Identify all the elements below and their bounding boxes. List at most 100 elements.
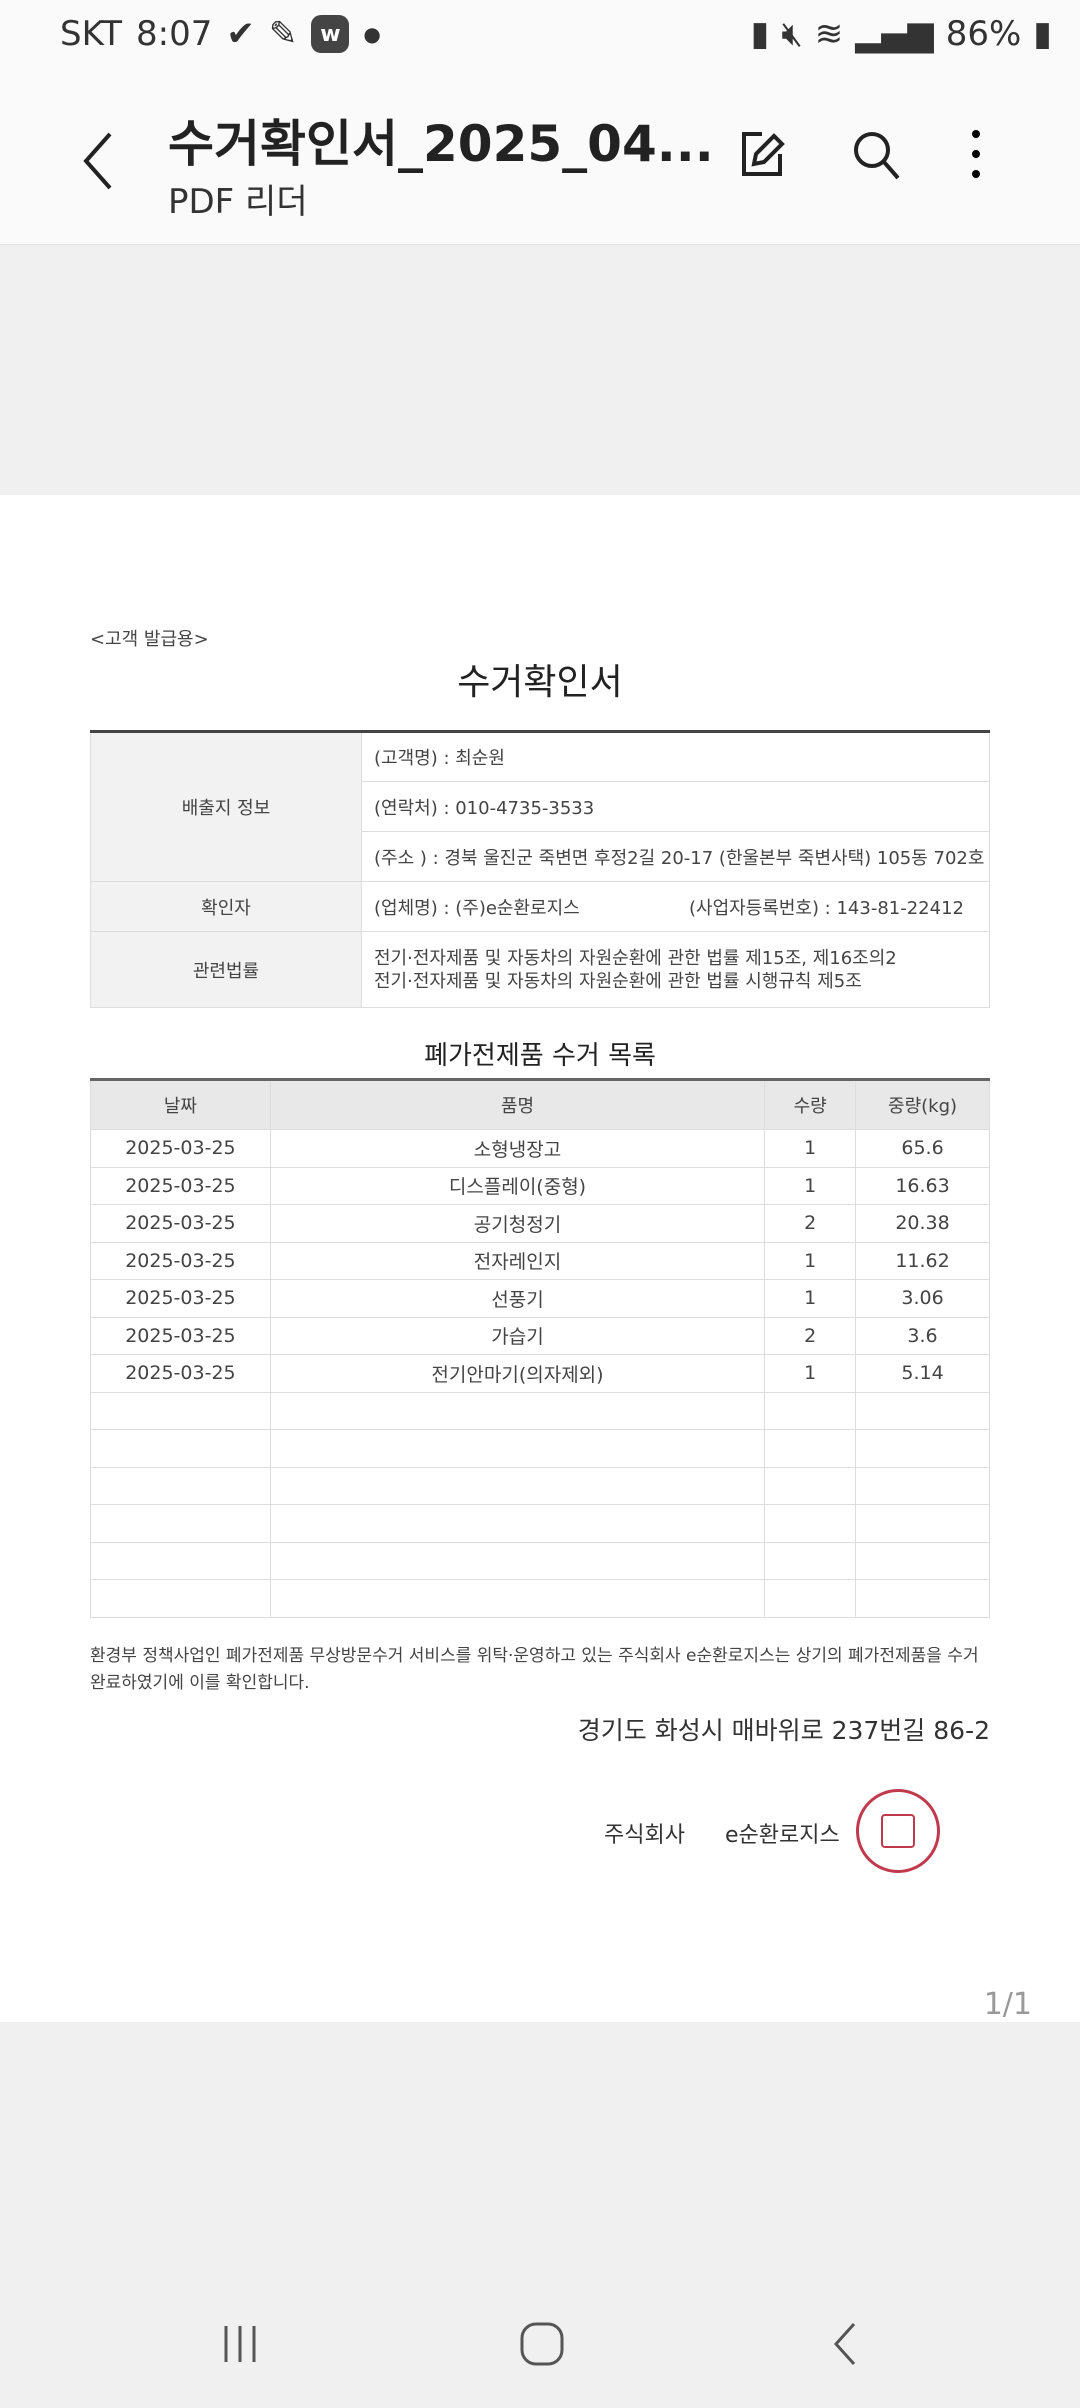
cell-qty: 2: [764, 1316, 857, 1355]
cell-item: 공기청정기: [269, 1204, 766, 1243]
cell-date: [90, 1429, 271, 1468]
law-text: 전기·전자제품 및 자동차의 자원순환에 관한 법률 제15조, 제16조의2 전…: [361, 931, 990, 1008]
signal-icon: ▂▄▆: [855, 14, 934, 54]
back-nav-icon[interactable]: [828, 2320, 862, 2368]
col-weight: 중량(kg): [855, 1079, 990, 1130]
law-line: 전기·전자제품 및 자동차의 자원순환에 관한 법률 제15조, 제16조의2: [374, 947, 897, 969]
cell-qty: 1: [764, 1279, 857, 1318]
cell-date: [90, 1391, 271, 1430]
company: (업체명) : (주)e순환로지스: [374, 897, 580, 919]
cell-item: [269, 1391, 766, 1430]
table-row: 2025-03-25 선풍기 1 3.06: [90, 1279, 990, 1318]
company-seal: [856, 1789, 940, 1873]
info-table: 배출지 정보 (고객명) : 최순원 (연락처) : 010-4735-3533 …: [90, 730, 990, 1008]
table-row: 2025-03-25 소형냉장고 1 65.6: [90, 1129, 990, 1168]
cell-weight: 11.62: [855, 1241, 990, 1280]
cell-item: [269, 1504, 766, 1543]
contact: (연락처) : 010-4735-3533: [361, 781, 990, 832]
mute-icon: 🔇︎: [781, 14, 803, 54]
cell-weight: 3.06: [855, 1279, 990, 1318]
discharge-label: 배출지 정보: [90, 731, 362, 882]
cell-date: 2025-03-25: [90, 1204, 271, 1243]
cell-weight: [855, 1579, 990, 1618]
table-row: 2025-03-25 전자레인지 1 11.62: [90, 1241, 990, 1280]
cell-weight: [855, 1429, 990, 1468]
confirmer-info: (업체명) : (주)e순환로지스 (사업자등록번호) : 143-81-2241…: [361, 881, 990, 932]
cell-weight: [855, 1541, 990, 1580]
cell-date: [90, 1504, 271, 1543]
dot-icon: ●: [363, 22, 381, 46]
copy-tag: <고객 발급용>: [90, 629, 209, 650]
customer-name: (고객명) : 최순원: [361, 731, 990, 782]
w-app-icon: w: [311, 15, 350, 53]
cell-date: [90, 1579, 271, 1618]
table-row: 2025-03-25 가습기 2 3.6: [90, 1316, 990, 1355]
document-title: 수거확인서_2025_04...: [168, 115, 714, 173]
cell-date: 2025-03-25: [90, 1316, 271, 1355]
battery-icon: ▮: [1033, 14, 1052, 54]
cell-weight: 65.6: [855, 1129, 990, 1168]
cell-qty: 1: [764, 1241, 857, 1280]
app-bar: 수거확인서_2025_04... PDF 리더: [0, 76, 1080, 245]
navigation-bar: [0, 2300, 1080, 2408]
cell-weight: 5.14: [855, 1354, 990, 1393]
cell-qty: 2: [764, 1204, 857, 1243]
cell-item: 전자레인지: [269, 1241, 766, 1280]
cell-item: 가습기: [269, 1316, 766, 1355]
cell-item: [269, 1429, 766, 1468]
law-line: 전기·전자제품 및 자동차의 자원순환에 관한 법률 시행규칙 제5조: [374, 970, 862, 992]
list-title: 폐가전제품 수거 목록: [424, 1041, 656, 1071]
clock: 8:07: [136, 14, 213, 54]
address: (주소 ) : 경북 울진군 죽변면 후정2길 20-17 (한울본부 죽변사택…: [361, 831, 990, 882]
cell-date: [90, 1466, 271, 1505]
cell-qty: [764, 1391, 857, 1430]
cell-qty: 1: [764, 1166, 857, 1205]
cell-qty: [764, 1466, 857, 1505]
pdf-page: <고객 발급용> 수거확인서 배출지 정보 (고객명) : 최순원 (연락처) :…: [0, 495, 1080, 2022]
cell-date: 2025-03-25: [90, 1166, 271, 1205]
col-date: 날짜: [90, 1079, 271, 1130]
company-address: 경기도 화성시 매바위로 237번길 86-2: [577, 1716, 990, 1745]
more-options-icon[interactable]: [946, 124, 1006, 184]
cell-item: 디스플레이(중형): [269, 1166, 766, 1205]
recent-apps-icon[interactable]: [218, 2322, 262, 2366]
cell-date: 2025-03-25: [90, 1279, 271, 1318]
cell-weight: [855, 1391, 990, 1430]
cell-weight: [855, 1504, 990, 1543]
company-name: e순환로지스: [724, 1823, 840, 1848]
status-bar: SKT 8:07 ✔ ✎ w ● ▮ 🔇︎ ≋ ▂▄▆ 86% ▮: [0, 0, 1080, 76]
cell-qty: [764, 1541, 857, 1580]
cell-qty: [764, 1579, 857, 1618]
app-name: PDF 리더: [168, 182, 308, 222]
cell-weight: 20.38: [855, 1204, 990, 1243]
col-qty: 수량: [764, 1079, 857, 1130]
back-icon[interactable]: [80, 126, 120, 196]
app-notification-icon: ✎: [268, 14, 298, 54]
search-icon[interactable]: [846, 124, 906, 184]
cell-item: 소형냉장고: [269, 1129, 766, 1168]
wifi-icon: ≋: [814, 14, 844, 54]
cell-date: 2025-03-25: [90, 1354, 271, 1393]
cell-item: [269, 1541, 766, 1580]
cell-qty: 1: [764, 1129, 857, 1168]
cell-weight: 16.63: [855, 1166, 990, 1205]
table-row: 2025-03-25 전기안마기(의자제외) 1 5.14: [90, 1354, 990, 1393]
home-icon[interactable]: [518, 2320, 566, 2368]
doc-title: 수거확인서: [457, 662, 623, 703]
empty-row: [90, 1466, 990, 1505]
cell-qty: 1: [764, 1354, 857, 1393]
company-signature: 주식회사 e순환로지스: [604, 1817, 840, 1849]
table-row: 2025-03-25 디스플레이(중형) 1 16.63: [90, 1166, 990, 1205]
battery-level: 86%: [945, 14, 1022, 54]
cell-item: 전기안마기(의자제외): [269, 1354, 766, 1393]
check-icon: ✔: [226, 14, 255, 54]
page-indicator: 1/1: [983, 1987, 1032, 2022]
cell-qty: [764, 1429, 857, 1468]
cell-item: [269, 1466, 766, 1505]
edit-icon[interactable]: [732, 124, 792, 184]
battery-saver-icon: ▮: [750, 14, 770, 54]
company-type: 주식회사: [604, 1823, 685, 1848]
items-table: 날짜 품명 수량 중량(kg) 2025-03-25 소형냉장고 1 65.6 2025…: [90, 1078, 990, 1618]
empty-row: [90, 1504, 990, 1543]
confirmer-label: 확인자: [90, 881, 362, 932]
